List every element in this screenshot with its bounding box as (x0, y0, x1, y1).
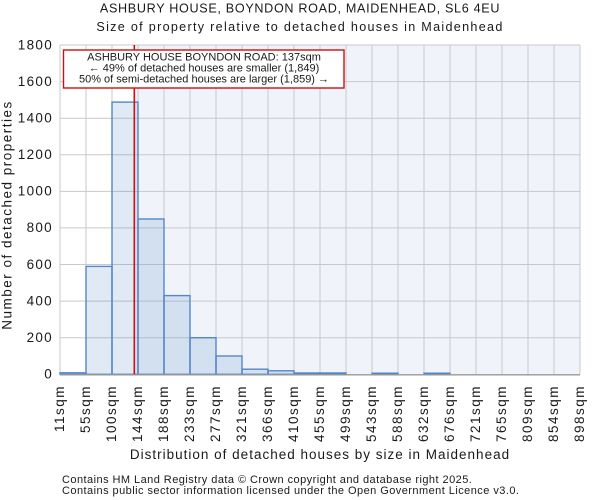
svg-text:144sqm: 144sqm (130, 385, 145, 442)
svg-text:321sqm: 321sqm (234, 385, 249, 442)
svg-text:← 49% of detached houses are s: ← 49% of detached houses are smaller (1,… (89, 63, 320, 75)
svg-text:200: 200 (27, 330, 53, 345)
svg-text:366sqm: 366sqm (260, 385, 275, 442)
svg-text:765sqm: 765sqm (494, 385, 509, 442)
svg-text:Contains public sector informa: Contains public sector information licen… (62, 485, 519, 497)
svg-text:11sqm: 11sqm (52, 385, 67, 432)
svg-text:499sqm: 499sqm (338, 385, 353, 442)
svg-text:ASHBURY HOUSE BOYNDON ROAD: 13: ASHBURY HOUSE BOYNDON ROAD: 137sqm (87, 52, 321, 64)
svg-text:543sqm: 543sqm (364, 385, 379, 442)
svg-text:676sqm: 676sqm (442, 385, 457, 442)
svg-text:100sqm: 100sqm (104, 385, 119, 442)
svg-text:809sqm: 809sqm (520, 385, 535, 442)
svg-text:1000: 1000 (18, 184, 53, 199)
svg-text:854sqm: 854sqm (546, 385, 561, 442)
svg-text:Contains HM Land Registry data: Contains HM Land Registry data © Crown c… (62, 474, 472, 486)
svg-text:188sqm: 188sqm (156, 385, 171, 442)
svg-text:588sqm: 588sqm (390, 385, 405, 442)
svg-text:455sqm: 455sqm (312, 385, 327, 442)
svg-text:1200: 1200 (18, 147, 53, 162)
svg-text:400: 400 (27, 293, 53, 308)
svg-text:410sqm: 410sqm (286, 385, 301, 442)
svg-text:Size of property relative to d: Size of property relative to detached ho… (96, 20, 503, 34)
svg-text:55sqm: 55sqm (78, 385, 93, 433)
svg-text:Distribution of detached house: Distribution of detached houses by size … (130, 447, 510, 462)
svg-text:600: 600 (27, 257, 53, 272)
svg-text:233sqm: 233sqm (182, 385, 197, 442)
svg-text:Number of detached properties: Number of detached properties (0, 100, 15, 330)
svg-text:721sqm: 721sqm (468, 385, 483, 442)
svg-text:50% of semi-detached houses ar: 50% of semi-detached houses are larger (… (79, 74, 329, 86)
svg-text:1600: 1600 (18, 74, 53, 89)
svg-text:898sqm: 898sqm (572, 385, 587, 442)
svg-text:0: 0 (44, 367, 53, 382)
svg-text:277sqm: 277sqm (208, 385, 223, 442)
svg-text:632sqm: 632sqm (416, 385, 431, 442)
svg-text:1800: 1800 (18, 37, 53, 52)
svg-text:1400: 1400 (18, 111, 53, 126)
svg-text:ASHBURY HOUSE, BOYNDON ROAD, M: ASHBURY HOUSE, BOYNDON ROAD, MAIDENHEAD,… (100, 2, 500, 16)
svg-text:800: 800 (27, 220, 53, 235)
